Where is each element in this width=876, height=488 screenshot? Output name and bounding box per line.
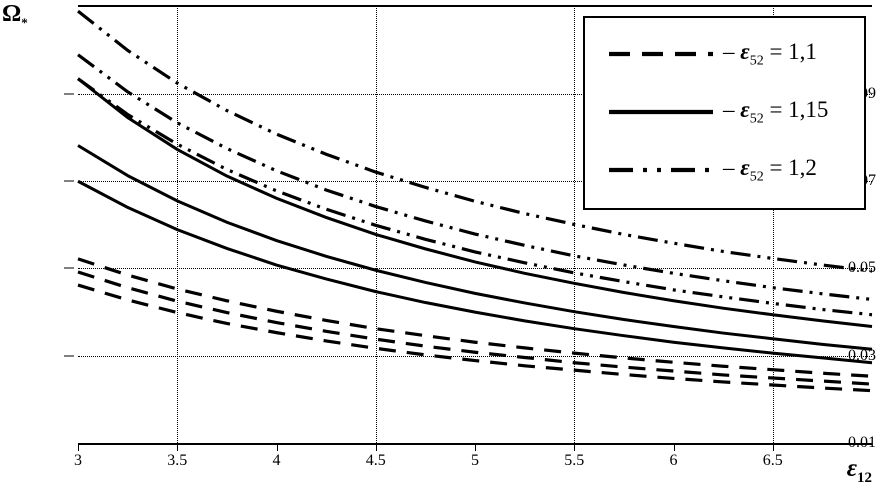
y-tick-mark [64,267,74,269]
legend-item: – ε52 = 1,15 [585,92,868,132]
x-tick-mark [375,443,377,451]
x-tick-mark [673,443,675,451]
legend-epsilon-subscript: 52 [749,53,764,69]
legend-dash: – [723,38,741,64]
legend-equals: = [763,154,789,180]
legend-epsilon-subscript: 52 [749,169,764,185]
legend-value: 1,2 [788,154,817,180]
x-axis-title: ε12 [847,456,872,486]
x-tick-label: 5 [471,452,479,469]
x-axis-title-subscript: 12 [857,470,872,486]
gridline-horizontal [78,268,872,270]
plot-top-border [78,5,872,7]
gridline-horizontal [78,355,872,357]
gridline-vertical [772,5,774,443]
legend-item: – ε52 = 1,1 [585,34,868,74]
x-tick-mark [475,443,476,451]
y-axis-title: Ω* [2,2,28,29]
legend-equals: = [763,38,789,64]
legend-equals: = [763,96,789,122]
x-tick-label: 4.5 [365,452,386,469]
x-tick-mark [177,443,179,451]
y-tick-mark [64,180,74,182]
x-tick-label: 3.5 [167,452,188,469]
y-axis-title-symbol: Ω [2,1,22,27]
x-tick-mark [78,443,79,451]
x-tick-label: 5.5 [564,452,585,469]
legend-line-sample [607,44,715,64]
y-tick-label: 0.03 [848,346,876,364]
curve-dash-dot-dot [77,77,873,317]
x-tick-label: 3 [74,452,82,469]
legend-line-sample [607,160,715,180]
legend-epsilon-symbol: ε [740,154,750,180]
curve-solid [77,144,873,351]
curve-dash-dot-dot [77,53,873,302]
x-tick-mark [772,443,774,451]
x-tick-label: 6 [669,452,678,469]
legend-epsilon-symbol: ε [740,38,750,64]
legend-dash: – [723,96,741,122]
y-tick-label: 0.05 [848,259,876,277]
legend: – ε52 = 1,1– ε52 = 1,15– ε52 = 1,2 [583,16,866,210]
y-axis-title-subscript: * [21,14,28,30]
legend-label: – ε52 = 1,1 [723,39,817,70]
legend-epsilon-symbol: ε [740,96,750,122]
curve-dashed [77,257,873,378]
curve-dashed [77,283,873,393]
curve-dash-dot-dot [77,9,873,273]
legend-epsilon-subscript: 52 [749,111,764,127]
gridline-horizontal [78,181,872,183]
curve-solid [77,77,873,329]
y-tick-label: 0.01 [848,434,876,451]
legend-item: – ε52 = 1,2 [585,150,868,190]
gridline-vertical [177,5,179,443]
curve-solid [77,179,873,365]
curve-dashed [77,270,873,386]
legend-label: – ε52 = 1,15 [723,97,828,128]
y-tick-mark [64,93,74,95]
gridline-horizontal [78,93,872,95]
y-tick-mark [64,355,74,357]
x-tick-mark [276,443,278,451]
legend-value: 1,15 [788,96,829,122]
legend-label: – ε52 = 1,2 [723,155,817,186]
x-tick-label: 6.5 [762,452,783,469]
legend-dash: – [723,154,741,180]
x-axis-title-symbol: ε [846,455,857,482]
legend-value: 1,1 [788,38,817,64]
x-tick-mark [574,443,576,451]
legend-line-sample [607,102,715,122]
x-tick-label: 4 [272,452,281,469]
